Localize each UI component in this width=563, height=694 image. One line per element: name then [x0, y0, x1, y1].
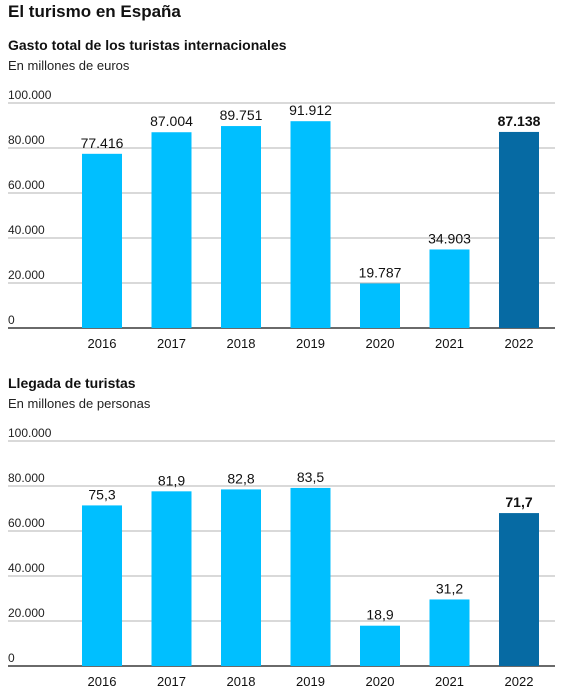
chart-subtitle-arrivals: En millones de personas: [8, 396, 151, 411]
data-label: 81,9: [158, 472, 185, 488]
y-tick-label: 100.000: [8, 426, 52, 440]
bar-2016: [82, 505, 122, 666]
data-label: 19.787: [359, 264, 402, 280]
bar-2018: [221, 489, 261, 666]
y-tick-label: 20.000: [8, 606, 45, 620]
y-tick-label: 80.000: [8, 133, 45, 147]
x-tick-label: 2022: [505, 674, 534, 689]
y-tick-label: 0: [8, 651, 15, 665]
y-tick-label: 80.000: [8, 471, 45, 485]
y-tick-label: 40.000: [8, 561, 45, 575]
page-title: El turismo en España: [8, 2, 181, 21]
y-tick-label: 40.000: [8, 223, 45, 237]
y-tick-label: 100.000: [8, 88, 52, 102]
chart-subtitle-spending: En millones de euros: [8, 58, 130, 73]
data-label: 89.751: [220, 107, 263, 123]
x-tick-label: 2018: [227, 336, 256, 351]
data-label: 34.903: [428, 230, 471, 246]
bar-2019: [290, 487, 331, 666]
chart-title-arrivals: Llegada de turistas: [8, 375, 136, 391]
bar-2022: [499, 131, 539, 328]
x-tick-label: 2021: [435, 674, 464, 689]
x-tick-label: 2020: [366, 336, 395, 351]
x-tick-label: 2019: [296, 674, 325, 689]
arrivals-bar-chart: 0 20.000 40.000 60.000 80.000 100.000 75,3 2016…: [8, 426, 555, 689]
chart-title-spending: Gasto total de los turistas internaciona…: [8, 37, 287, 53]
data-label: 91.912: [289, 102, 332, 118]
bar-2020: [360, 283, 400, 328]
data-label: 83,5: [297, 469, 324, 485]
x-tick-label: 2016: [88, 336, 117, 351]
bar-2019: [290, 121, 331, 328]
data-label: 77.416: [81, 135, 124, 151]
x-tick-label: 2019: [296, 336, 325, 351]
y-tick-label: 20.000: [8, 268, 45, 282]
bar-2021: [429, 599, 470, 666]
bar-2017: [151, 491, 192, 666]
x-tick-label: 2017: [157, 674, 186, 689]
data-label: 75,3: [88, 486, 115, 502]
bar-2018: [221, 126, 261, 329]
x-tick-label: 2021: [435, 336, 464, 351]
y-tick-label: 60.000: [8, 178, 45, 192]
y-tick-label: 0: [8, 313, 15, 327]
data-label: 87.138: [498, 113, 541, 129]
x-tick-label: 2020: [366, 674, 395, 689]
y-tick-label: 60.000: [8, 516, 45, 530]
bar-2021: [429, 249, 470, 328]
x-tick-label: 2018: [227, 674, 256, 689]
x-tick-label: 2016: [88, 674, 117, 689]
bar-2017: [151, 132, 192, 328]
data-label: 82,8: [227, 470, 254, 486]
x-tick-label: 2022: [505, 336, 534, 351]
data-label: 31,2: [436, 580, 463, 596]
data-label: 18,9: [366, 607, 393, 623]
data-label: 71,7: [505, 494, 532, 510]
bar-2016: [82, 153, 122, 328]
x-tick-label: 2017: [157, 336, 186, 351]
bar-2020: [360, 625, 400, 666]
bar-2022: [499, 513, 539, 666]
spending-bar-chart: 0 20.000 40.000 60.000 80.000 100.000 77.416 20…: [8, 88, 555, 351]
data-label: 87.004: [150, 113, 193, 129]
